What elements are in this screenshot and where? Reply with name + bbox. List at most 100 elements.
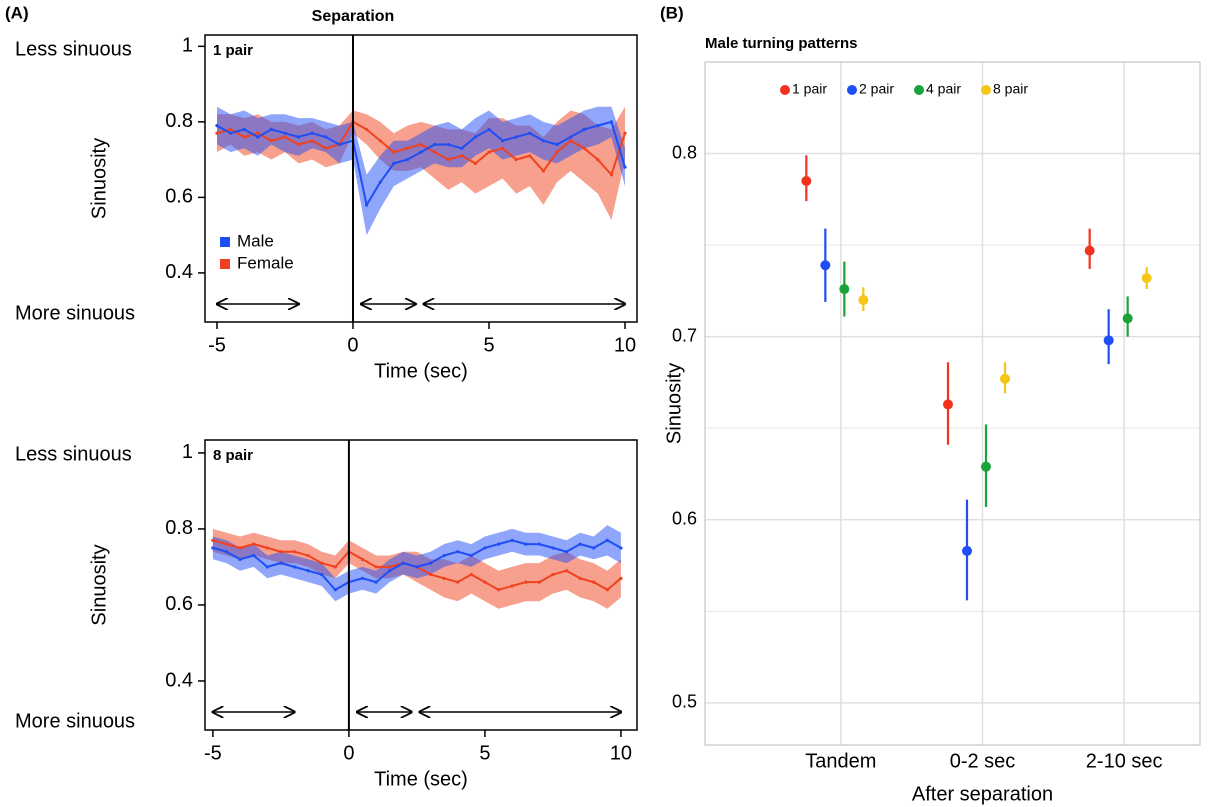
point bbox=[496, 588, 501, 592]
point bbox=[405, 158, 409, 162]
point bbox=[1103, 335, 1114, 346]
point bbox=[524, 542, 528, 546]
point bbox=[858, 295, 869, 306]
point bbox=[374, 565, 378, 569]
x-tick-label: 10 bbox=[610, 742, 632, 764]
plot-frame bbox=[204, 34, 638, 323]
point bbox=[1122, 313, 1133, 324]
x-tick-label: 5 bbox=[479, 742, 490, 764]
point bbox=[269, 139, 273, 143]
point bbox=[1084, 245, 1095, 256]
point bbox=[582, 146, 586, 150]
point bbox=[528, 131, 532, 135]
point bbox=[252, 553, 256, 558]
point bbox=[279, 550, 283, 554]
point bbox=[252, 542, 256, 546]
point bbox=[592, 580, 596, 584]
point bbox=[388, 569, 392, 573]
point bbox=[283, 131, 287, 135]
y-axis-label: Sinuosity bbox=[663, 363, 685, 444]
legend-swatch bbox=[220, 237, 230, 247]
point bbox=[514, 158, 518, 162]
x-tick-label: 5 bbox=[483, 334, 494, 356]
point bbox=[310, 131, 314, 135]
point bbox=[433, 142, 437, 147]
point bbox=[962, 545, 972, 556]
point bbox=[619, 576, 623, 580]
point bbox=[401, 561, 405, 565]
x-tick-label: 0-2 sec bbox=[950, 750, 1016, 772]
point bbox=[428, 561, 433, 565]
point bbox=[456, 550, 460, 554]
x-tick-label: Tandem bbox=[805, 750, 876, 772]
point bbox=[943, 399, 953, 410]
point bbox=[541, 139, 546, 143]
point bbox=[292, 565, 297, 569]
point bbox=[1000, 373, 1010, 384]
point bbox=[279, 561, 283, 565]
x-tick-label: 0 bbox=[347, 334, 358, 356]
point bbox=[501, 139, 505, 143]
point bbox=[446, 158, 450, 162]
point bbox=[405, 146, 409, 150]
point bbox=[320, 561, 324, 565]
point bbox=[392, 161, 396, 165]
y-tick-label: 0.8 bbox=[672, 142, 697, 162]
point bbox=[469, 553, 473, 558]
error-band bbox=[212, 525, 621, 602]
legend-dot bbox=[847, 85, 857, 95]
panel-label: (B) bbox=[660, 3, 684, 22]
legend-dot bbox=[780, 85, 790, 95]
point bbox=[333, 588, 337, 592]
point bbox=[551, 546, 555, 550]
point bbox=[415, 565, 419, 569]
point bbox=[333, 565, 337, 569]
point bbox=[296, 135, 301, 139]
point bbox=[981, 461, 991, 472]
point bbox=[224, 550, 229, 554]
point bbox=[419, 142, 423, 147]
point bbox=[337, 142, 341, 147]
legend-label: 4 pair bbox=[926, 81, 961, 97]
point bbox=[442, 576, 446, 580]
point bbox=[569, 139, 573, 143]
y-tick-label: 0.8 bbox=[165, 517, 193, 539]
point bbox=[496, 542, 501, 546]
point bbox=[473, 135, 478, 139]
point bbox=[392, 150, 396, 154]
y-tick-label: 0.6 bbox=[165, 593, 193, 615]
point bbox=[609, 173, 614, 177]
point bbox=[296, 142, 301, 147]
point bbox=[839, 284, 850, 295]
bottom-label: More sinuous bbox=[15, 302, 135, 324]
point bbox=[211, 538, 215, 542]
point bbox=[501, 146, 505, 150]
point bbox=[483, 546, 487, 550]
point bbox=[487, 127, 491, 132]
point bbox=[265, 546, 269, 550]
point bbox=[623, 165, 627, 169]
x-tick-label: 10 bbox=[614, 334, 636, 356]
point bbox=[569, 135, 573, 139]
point bbox=[541, 169, 546, 173]
y-axis-label: Sinuosity bbox=[88, 544, 110, 625]
x-axis-label: After separation bbox=[912, 783, 1053, 805]
point bbox=[283, 135, 287, 139]
top-label: Less sinuous bbox=[15, 38, 132, 60]
point bbox=[528, 154, 532, 158]
point bbox=[211, 546, 215, 550]
point bbox=[605, 538, 609, 542]
y-tick-label: 0.6 bbox=[672, 509, 697, 529]
y-tick-label: 0.5 bbox=[672, 692, 697, 712]
point bbox=[524, 580, 528, 584]
y-tick-label: 0.4 bbox=[165, 669, 193, 691]
panel-label: (A) bbox=[5, 3, 29, 22]
y-tick-label: 0.8 bbox=[165, 110, 193, 132]
legend-dot bbox=[981, 85, 991, 95]
point bbox=[551, 572, 555, 577]
legend-label: Male bbox=[237, 231, 274, 250]
point bbox=[292, 550, 297, 554]
y-tick-label: 0.4 bbox=[165, 261, 193, 283]
point bbox=[1141, 273, 1152, 284]
point bbox=[428, 572, 433, 577]
